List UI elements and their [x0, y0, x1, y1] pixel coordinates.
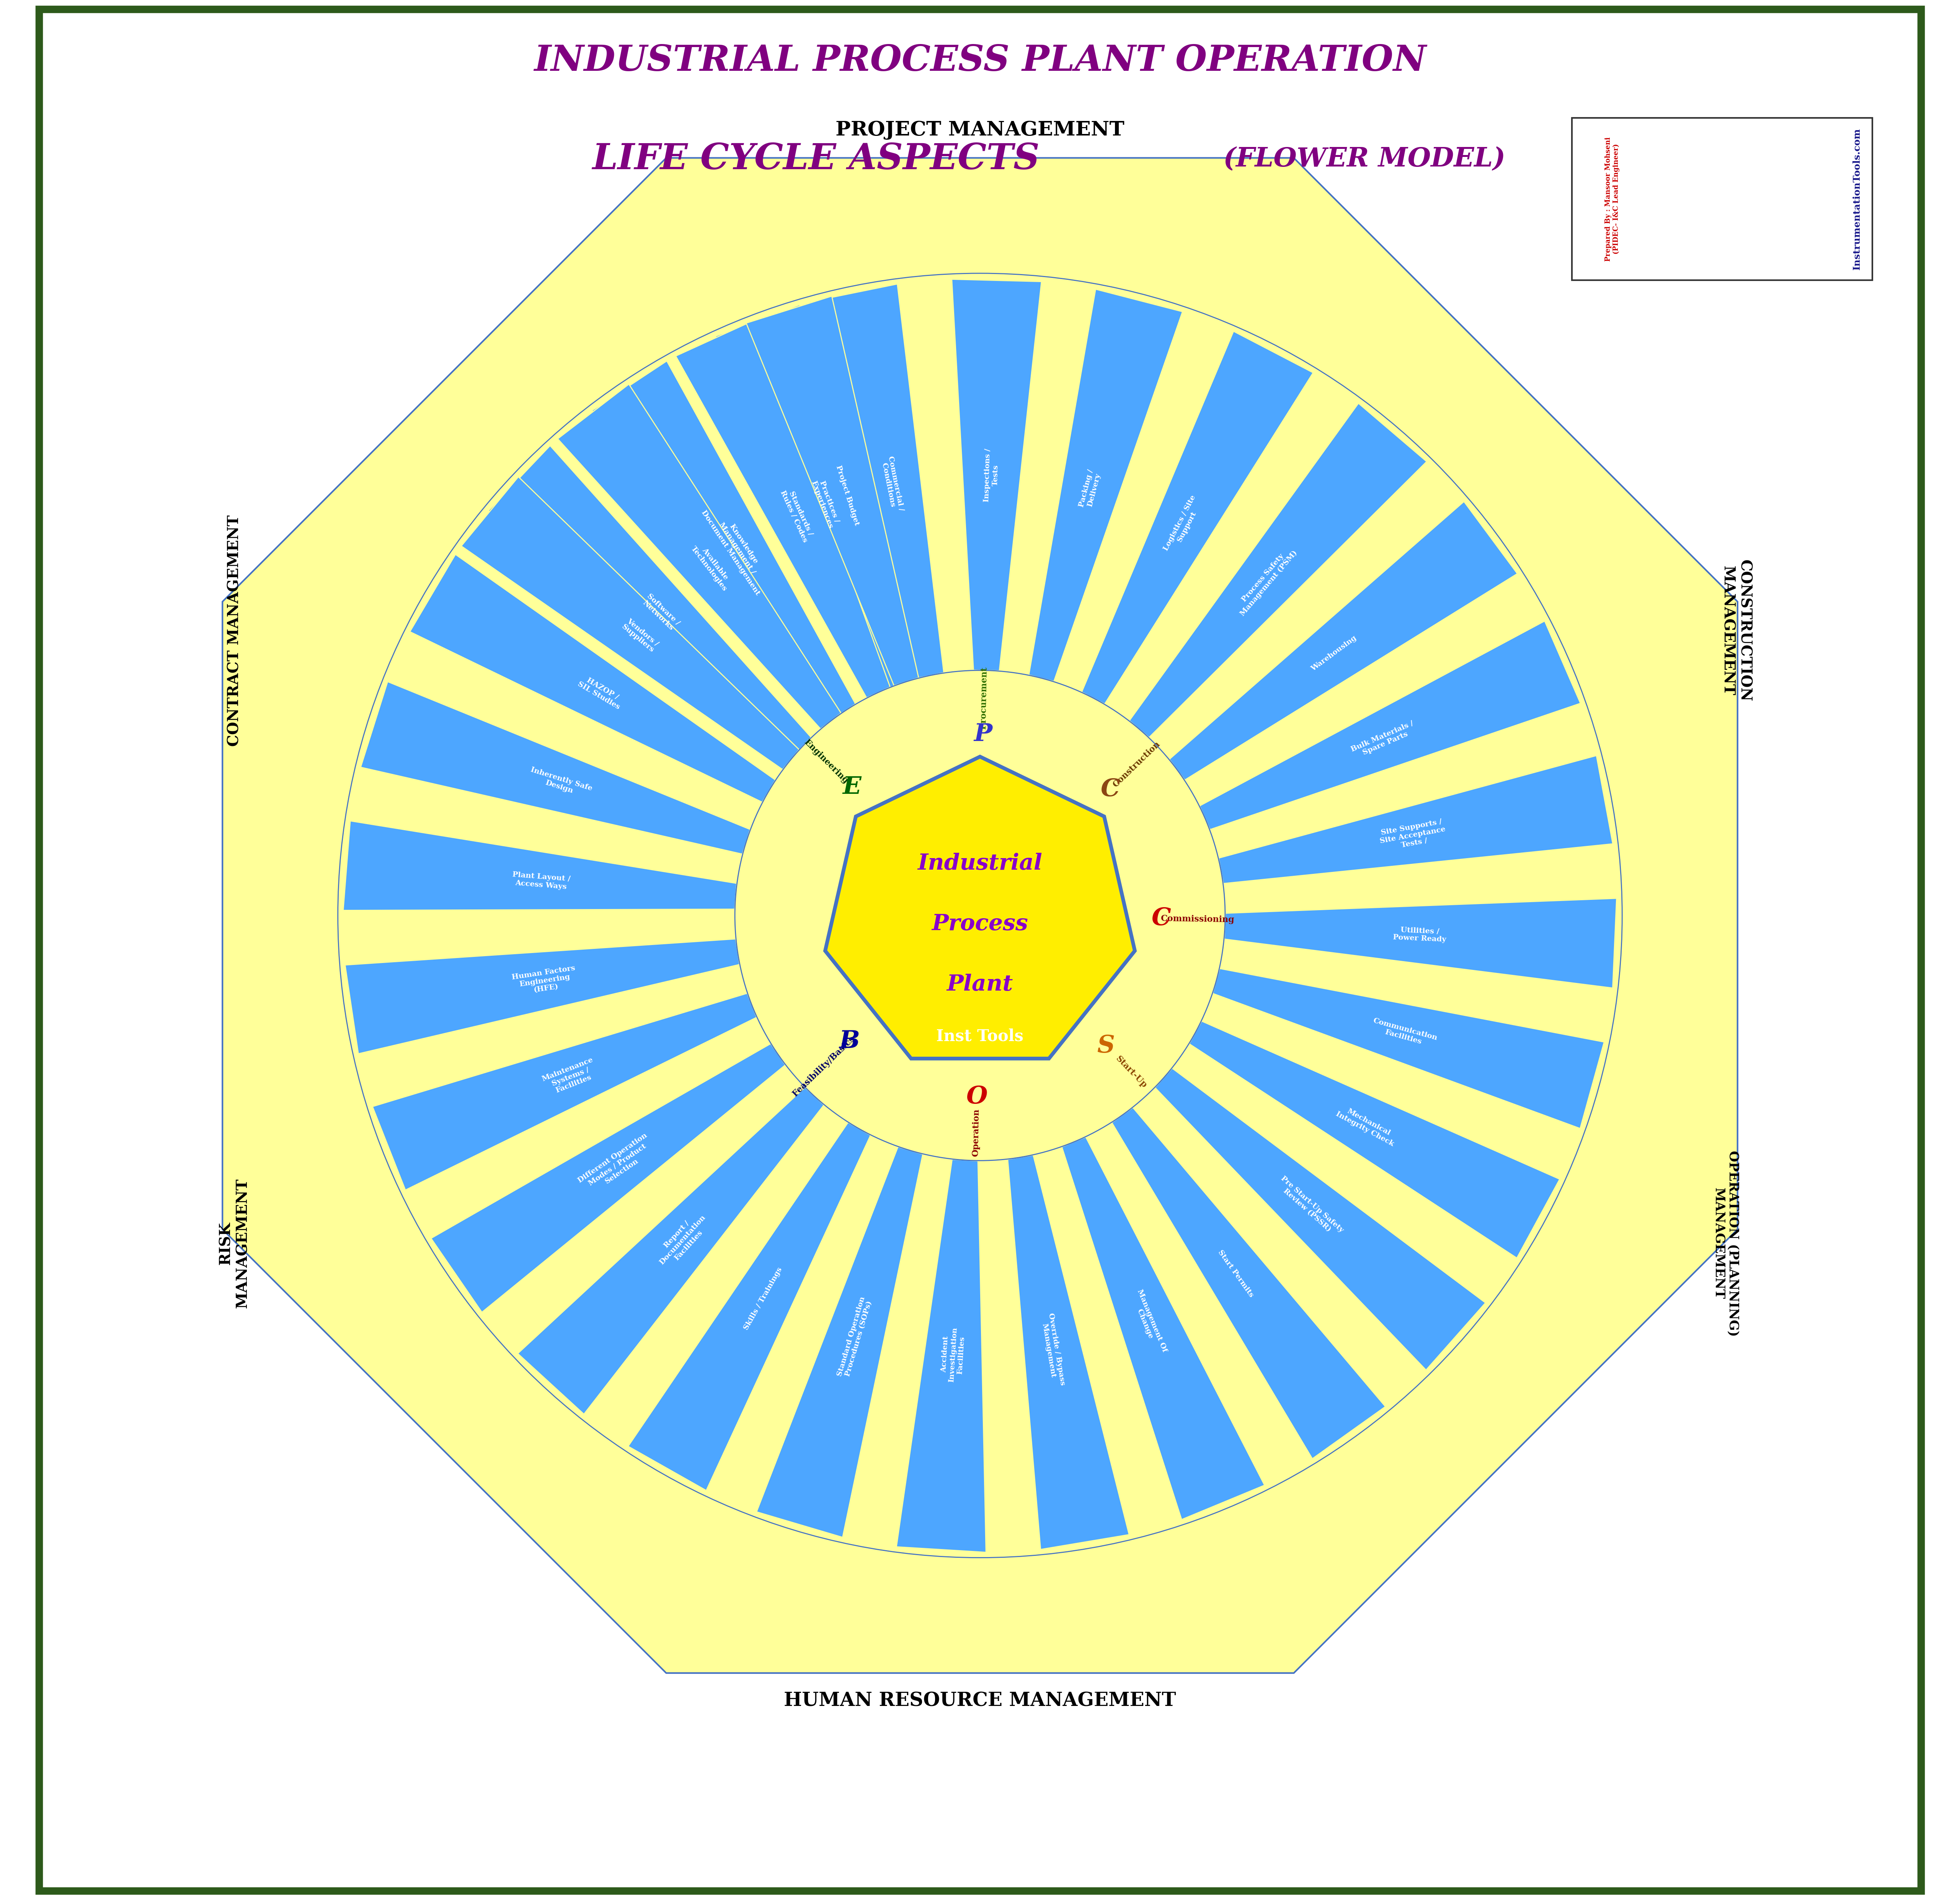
Text: HAZOP /
SIL Studies: HAZOP / SIL Studies: [576, 673, 625, 711]
Text: Warehousing: Warehousing: [1309, 635, 1358, 673]
Text: Industrial: Industrial: [917, 853, 1043, 874]
Polygon shape: [559, 384, 841, 730]
Text: Inst Tools: Inst Tools: [937, 1028, 1023, 1045]
Text: C: C: [1151, 906, 1170, 931]
Polygon shape: [825, 756, 1135, 1058]
Text: OPERATION (PLANNING)
MANAGEMENT: OPERATION (PLANNING) MANAGEMENT: [1713, 1151, 1739, 1336]
Polygon shape: [488, 446, 811, 756]
Polygon shape: [953, 279, 1041, 671]
FancyBboxPatch shape: [1572, 118, 1872, 279]
Text: Logistics / Site
Support: Logistics / Site Support: [1162, 494, 1203, 557]
Text: Human Factors
Engineering
(HFE): Human Factors Engineering (HFE): [512, 965, 578, 997]
Text: Inherently Safe
Design: Inherently Safe Design: [527, 766, 594, 800]
Text: Feasibility/Basics: Feasibility/Basics: [792, 1036, 857, 1098]
Polygon shape: [896, 1159, 986, 1552]
Text: Start-Up: Start-Up: [1113, 1054, 1149, 1089]
Text: Standards /
Rules / Codes: Standards / Rules / Codes: [778, 486, 815, 543]
Polygon shape: [676, 319, 890, 697]
Text: Standard Operation
Procedures (SOPs): Standard Operation Procedures (SOPs): [837, 1296, 874, 1379]
Text: PROJECT MANAGEMENT: PROJECT MANAGEMENT: [835, 120, 1125, 141]
Polygon shape: [431, 1043, 786, 1313]
Text: Accident
Investigation
Facilities: Accident Investigation Facilities: [941, 1326, 966, 1383]
Polygon shape: [1170, 502, 1517, 781]
Text: E: E: [843, 775, 860, 800]
Text: InstrumentationTools.com: InstrumentationTools.com: [1852, 127, 1862, 270]
Polygon shape: [592, 361, 855, 718]
Text: S: S: [1098, 1034, 1115, 1058]
Polygon shape: [1225, 899, 1617, 988]
Text: Plant Layout /
Access Ways: Plant Layout / Access Ways: [512, 872, 570, 891]
Polygon shape: [517, 1087, 823, 1414]
Polygon shape: [1154, 1068, 1486, 1370]
Text: P: P: [974, 722, 992, 747]
Text: HUMAN RESOURCE MANAGEMENT: HUMAN RESOURCE MANAGEMENT: [784, 1691, 1176, 1710]
Text: Plant: Plant: [947, 973, 1013, 996]
Text: O: O: [966, 1085, 988, 1108]
Text: B: B: [839, 1030, 860, 1053]
Polygon shape: [1082, 331, 1313, 705]
Text: Packing /
Delivery: Packing / Delivery: [1078, 469, 1102, 509]
Polygon shape: [1062, 1136, 1264, 1520]
Polygon shape: [1111, 1108, 1386, 1459]
Polygon shape: [461, 477, 800, 770]
Polygon shape: [345, 939, 739, 1054]
Text: LIFE CYCLE ASPECTS: LIFE CYCLE ASPECTS: [592, 142, 1039, 177]
Polygon shape: [809, 283, 945, 678]
Text: Commissioning: Commissioning: [1160, 914, 1235, 923]
Polygon shape: [1029, 289, 1182, 682]
Polygon shape: [1190, 1020, 1560, 1258]
Polygon shape: [627, 1123, 870, 1490]
Polygon shape: [410, 555, 776, 802]
Polygon shape: [221, 158, 1739, 1674]
Text: Process Safety
Management (PSM): Process Safety Management (PSM): [1233, 543, 1299, 618]
Text: Construction: Construction: [1111, 739, 1162, 788]
Polygon shape: [1129, 403, 1427, 737]
Text: Maintenance
Systems /
Facilities: Maintenance Systems / Facilities: [541, 1056, 600, 1098]
Text: Management Of
Change: Management Of Change: [1129, 1288, 1168, 1357]
Polygon shape: [747, 296, 919, 686]
Polygon shape: [1007, 1155, 1129, 1550]
Text: Communication
Facilities: Communication Facilities: [1370, 1016, 1439, 1049]
Text: INDUSTRIAL PROCESS PLANT OPERATION: INDUSTRIAL PROCESS PLANT OPERATION: [533, 44, 1427, 78]
Text: CONTRACT MANAGEMENT: CONTRACT MANAGEMENT: [227, 515, 241, 747]
Text: Commercial /
Conditions: Commercial / Conditions: [880, 456, 906, 513]
Text: Software /
Networks: Software / Networks: [641, 593, 682, 633]
Text: Mechanical
Integrity Check: Mechanical Integrity Check: [1335, 1104, 1399, 1148]
Polygon shape: [1213, 969, 1603, 1129]
Text: Utilities /
Power Ready: Utilities / Power Ready: [1394, 925, 1446, 942]
Polygon shape: [1219, 756, 1613, 884]
Text: RISK
MANAGEMENT: RISK MANAGEMENT: [220, 1178, 251, 1309]
Text: Process: Process: [931, 914, 1029, 935]
Polygon shape: [343, 821, 737, 910]
Polygon shape: [361, 682, 751, 855]
Text: Vendors /
Suppliers: Vendors / Suppliers: [619, 617, 661, 654]
Polygon shape: [1200, 621, 1580, 830]
Circle shape: [337, 274, 1623, 1558]
Text: Start Permits: Start Permits: [1217, 1248, 1254, 1300]
Polygon shape: [757, 1148, 923, 1537]
Text: C: C: [1102, 777, 1119, 802]
Polygon shape: [372, 994, 757, 1189]
Text: Site Supports /
Site Acceptance
Tests /: Site Supports / Site Acceptance Tests /: [1378, 819, 1448, 853]
Text: (FLOWER MODEL): (FLOWER MODEL): [1213, 146, 1505, 173]
Text: CONSTRUCTION
MANAGEMENT: CONSTRUCTION MANAGEMENT: [1721, 560, 1752, 701]
Text: Operation: Operation: [972, 1110, 980, 1157]
Text: Prepared By : Mansoor Mohseni
(PIDEC- I&C Lead Engineer): Prepared By : Mansoor Mohseni (PIDEC- I&…: [1605, 137, 1619, 262]
Text: Procurement: Procurement: [980, 667, 988, 730]
Polygon shape: [715, 304, 906, 690]
Text: Bulk Materials /
Spare Parts: Bulk Materials / Spare Parts: [1350, 720, 1417, 760]
Text: Project Budget: Project Budget: [835, 466, 860, 526]
Text: Practices /
Experiences: Practices / Experiences: [809, 477, 841, 530]
Text: Skills / Trainings: Skills / Trainings: [743, 1265, 784, 1332]
Text: Override / Bypass
Management: Override / Bypass Management: [1039, 1313, 1066, 1387]
Circle shape: [735, 671, 1225, 1161]
Text: Inspections /
Tests: Inspections / Tests: [984, 448, 1000, 502]
Text: Pre Start-Up Safety
Review (PSSR): Pre Start-Up Safety Review (PSSR): [1274, 1174, 1345, 1239]
Text: Different Operation
Modes / Product
Selection: Different Operation Modes / Product Sele…: [576, 1132, 659, 1197]
Text: Report /
Documentation
Facilities: Report / Documentation Facilities: [653, 1208, 713, 1271]
Text: Knowledge
Management /
Document Management: Knowledge Management / Document Manageme…: [700, 500, 774, 597]
Text: Available
Technologies: Available Technologies: [690, 540, 735, 593]
Text: Engineering: Engineering: [802, 737, 851, 785]
